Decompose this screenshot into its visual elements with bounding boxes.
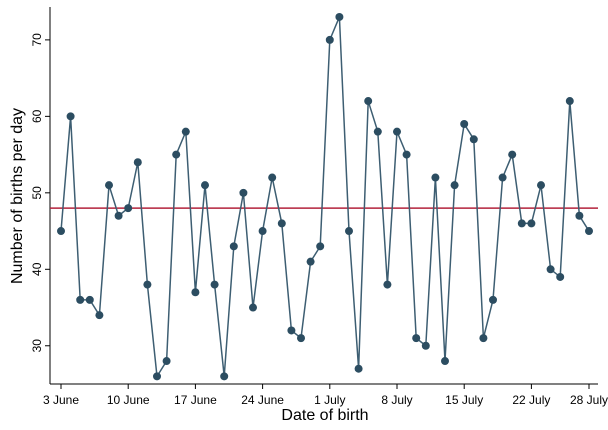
y-tick-label: 70: [30, 33, 44, 47]
point: [441, 357, 449, 366]
point: [66, 112, 75, 121]
point: [565, 97, 574, 106]
point: [431, 173, 440, 182]
point: [585, 227, 593, 236]
point: [277, 219, 286, 228]
x-tick-label: 22 July: [512, 393, 550, 407]
point: [412, 334, 421, 343]
x-tick-label: 28 July: [570, 393, 608, 407]
y-tick-label: 50: [30, 186, 44, 200]
series-line: [60, 16, 590, 379]
point: [373, 127, 382, 136]
x-tick-label: 15 July: [445, 393, 483, 407]
point: [229, 242, 238, 251]
point: [469, 135, 478, 144]
point: [546, 265, 555, 274]
point: [383, 280, 392, 289]
point: [133, 158, 142, 167]
x-tick-label: 17 June: [174, 393, 217, 407]
point: [527, 219, 536, 228]
point: [210, 280, 219, 289]
point: [268, 173, 277, 182]
point: [306, 257, 315, 266]
point: [201, 181, 209, 190]
point: [220, 372, 229, 381]
y-tick-label: 60: [30, 109, 44, 123]
x-axis-title: Date of birth: [281, 407, 368, 424]
point: [402, 150, 411, 159]
point: [191, 288, 200, 297]
point: [537, 181, 545, 190]
point: [105, 181, 113, 190]
point: [239, 188, 248, 197]
point: [364, 97, 373, 106]
point: [498, 173, 507, 182]
x-tick-label: 3 June: [43, 393, 79, 407]
point: [124, 204, 133, 213]
point: [76, 295, 85, 304]
point: [258, 227, 267, 236]
point: [450, 181, 459, 190]
point: [57, 227, 65, 236]
point: [181, 127, 190, 136]
point: [143, 280, 152, 289]
point: [556, 272, 565, 281]
x-tick-label: 24 June: [241, 393, 284, 407]
point: [335, 12, 344, 21]
point: [325, 35, 334, 44]
point: [489, 295, 497, 304]
point: [172, 150, 181, 159]
point: [249, 303, 257, 312]
point: [95, 311, 104, 320]
point: [575, 211, 584, 220]
point: [517, 219, 526, 228]
point: [421, 341, 430, 350]
point: [114, 211, 123, 220]
point: [479, 334, 488, 343]
point: [287, 326, 296, 335]
point: [162, 357, 171, 366]
point: [460, 120, 469, 128]
point: [297, 334, 305, 343]
x-tick-label: 1 July: [314, 393, 345, 407]
point: [316, 242, 325, 251]
y-tick-label: 40: [30, 262, 44, 276]
x-tick-label: 8 July: [381, 393, 412, 407]
y-axis-title: Number of births per day: [9, 108, 26, 284]
point: [345, 227, 353, 236]
x-tick-label: 10 June: [107, 393, 150, 407]
point: [153, 372, 161, 381]
point: [508, 150, 517, 159]
point: [85, 295, 94, 304]
y-tick-label: 30: [30, 339, 44, 353]
point: [354, 364, 363, 373]
point: [393, 127, 401, 136]
